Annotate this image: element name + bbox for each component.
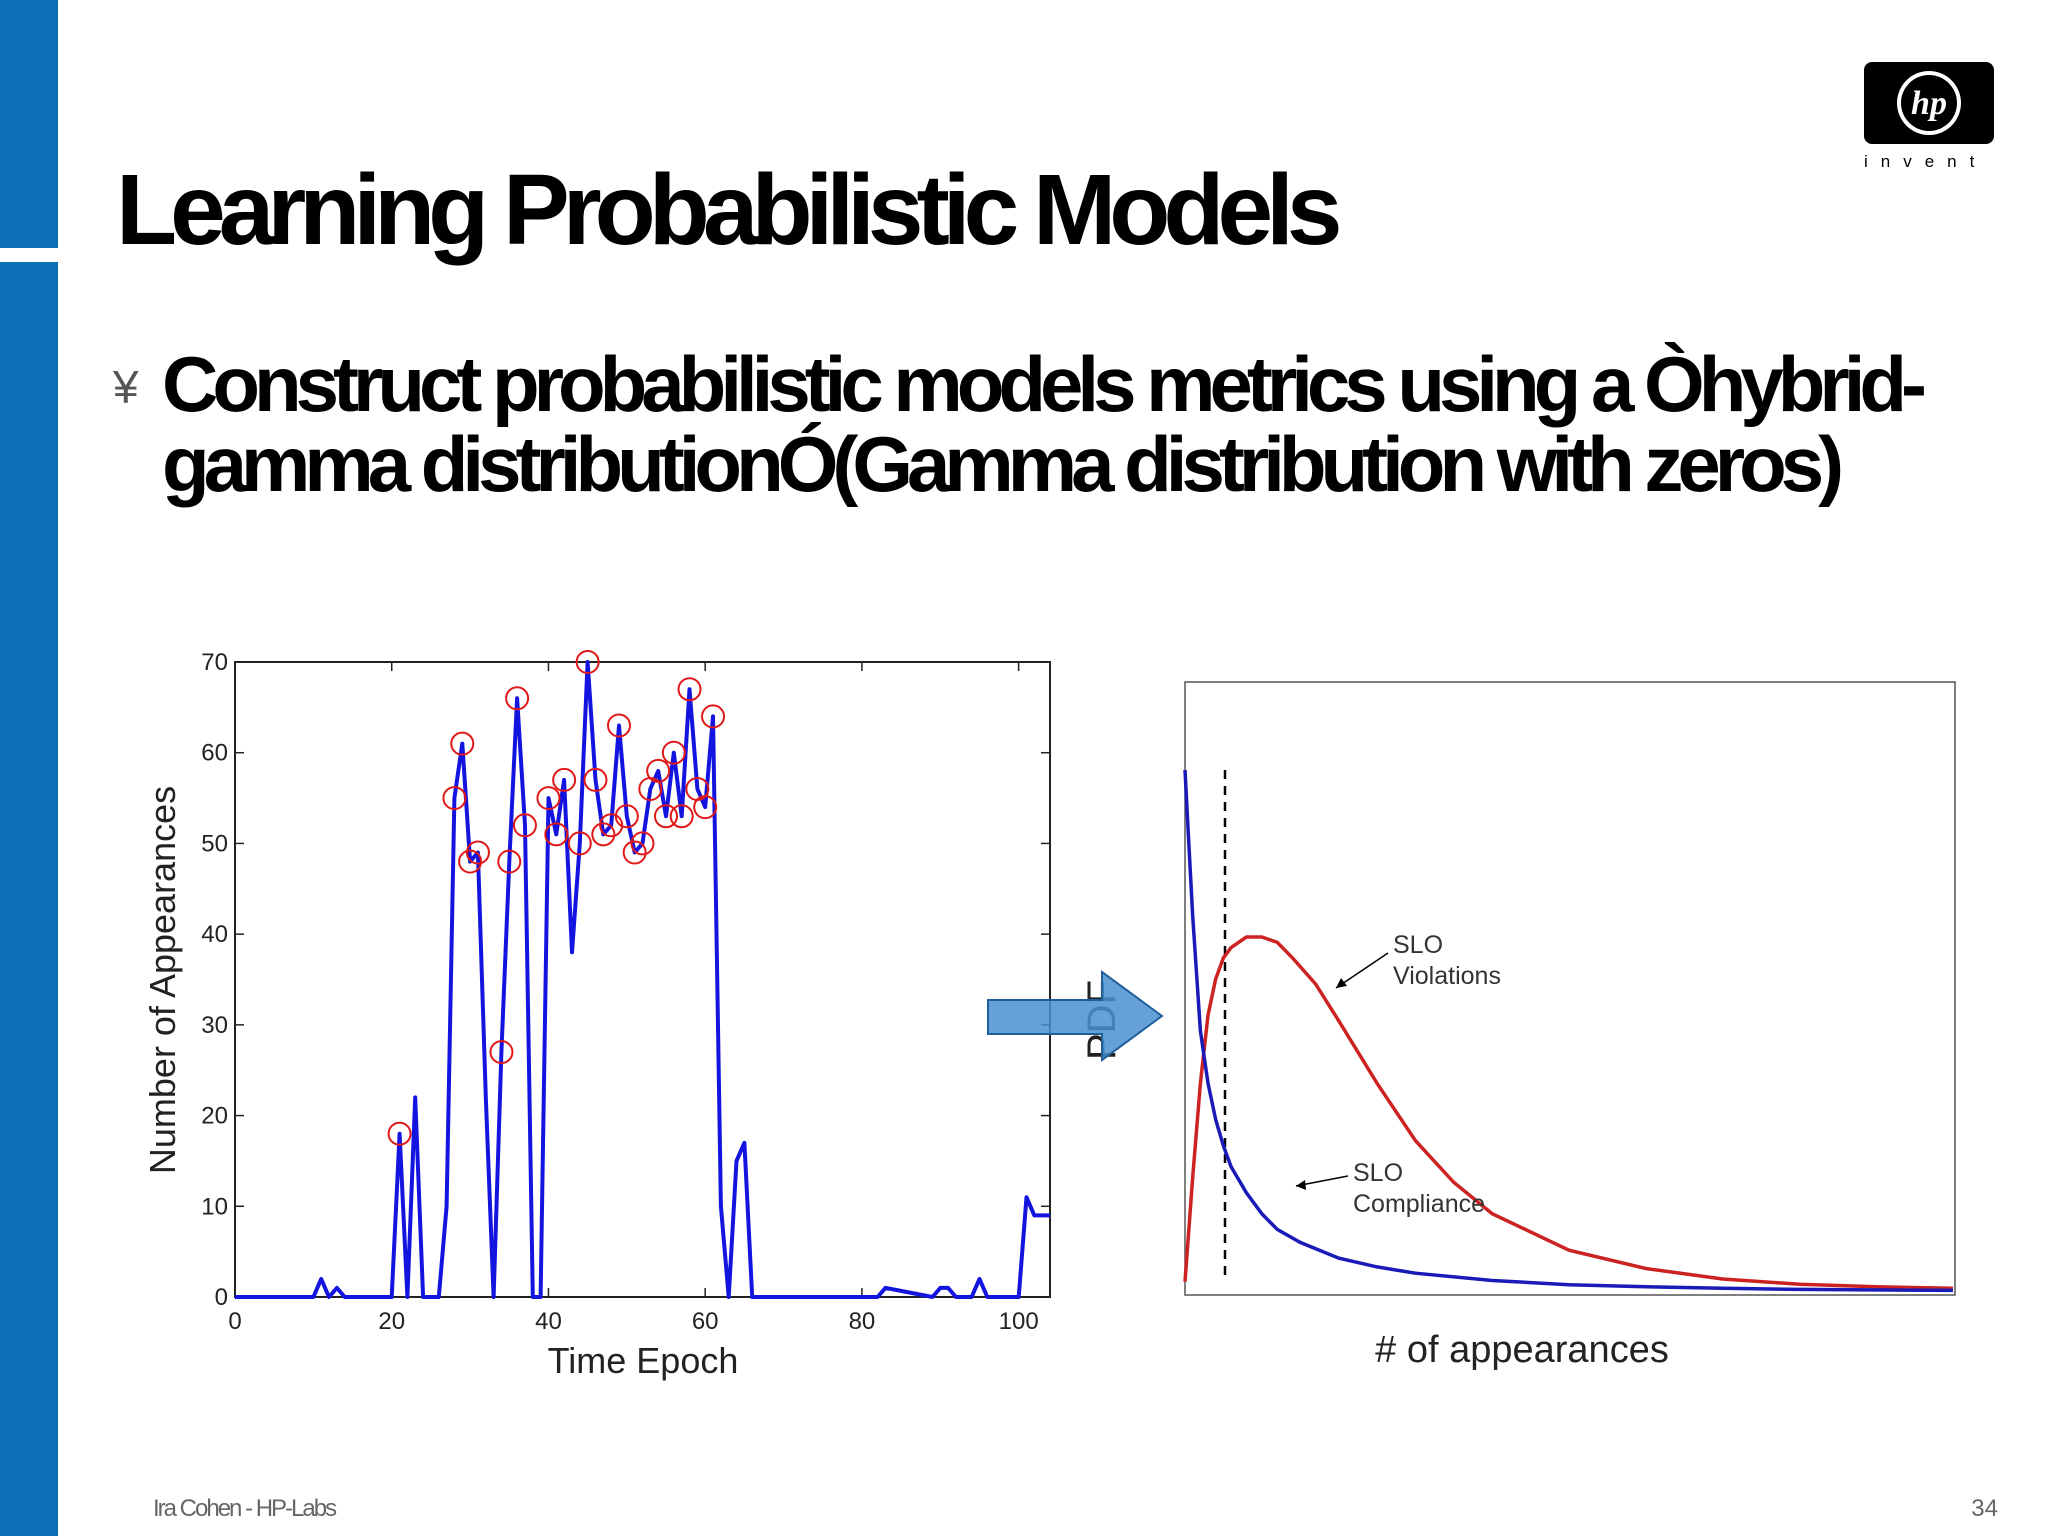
violations-label-line2: Violations (1393, 962, 1501, 990)
bullet-marker: ¥ (113, 361, 139, 413)
data-point-marker (465, 840, 490, 865)
hp-logo-tagline: invent (1864, 152, 1988, 171)
left-y-axis-title: Number of Appearances (142, 786, 183, 1174)
data-point-marker (669, 804, 694, 829)
y-tick-label: 10 (201, 1193, 228, 1220)
x-tick-label: 40 (535, 1308, 562, 1335)
data-point-marker (497, 849, 522, 874)
data-point-marker (442, 786, 467, 811)
data-point-marker (536, 786, 561, 811)
data-point-marker (622, 840, 647, 865)
page-number: 34 (1971, 1495, 1998, 1522)
y-tick-label: 70 (201, 649, 228, 676)
x-tick-label: 0 (228, 1308, 241, 1335)
violations-label-line1: SLO (1393, 931, 1443, 959)
svg-text:hp: hp (1911, 85, 1947, 122)
y-tick-label: 40 (201, 921, 228, 948)
data-point-marker (661, 740, 686, 765)
data-point-marker (552, 767, 577, 792)
compliance-pointer-head (1296, 1180, 1306, 1190)
appearances-series-line (235, 660, 1050, 1299)
data-point-marker (575, 650, 600, 674)
data-point-marker (505, 686, 530, 711)
y-tick-label: 50 (201, 830, 228, 857)
left-x-axis-title: Time Epoch (548, 1340, 739, 1381)
left-axis-ticks: 0 20 40 60 80 100 0 10 20 30 40 50 60 70 (201, 649, 1050, 1335)
data-point-marker (677, 677, 702, 702)
violations-pointer (1335, 952, 1389, 989)
transition-arrow (987, 970, 1164, 1062)
data-point-marker (512, 813, 537, 838)
x-tick-label: 80 (849, 1308, 876, 1335)
hp-logo: hp invent (1862, 60, 2010, 172)
bullet-text: Construct probabilistic models metrics u… (162, 340, 1927, 508)
x-tick-label: 20 (378, 1308, 405, 1335)
data-point-marker (693, 795, 718, 820)
data-point-marker (567, 831, 592, 856)
data-point-marker (646, 758, 671, 783)
x-tick-label: 60 (692, 1308, 719, 1335)
hp-logo-mark: hp (1864, 62, 1994, 144)
left-plot-frame (234, 661, 1051, 1298)
x-tick-label: 100 (999, 1308, 1039, 1335)
slo-violations-curve (1183, 935, 1954, 1291)
right-x-axis-title: # of appearances (1375, 1329, 1669, 1371)
data-point-marker (630, 831, 655, 856)
data-point-marker (606, 713, 631, 738)
data-point-marker (387, 1121, 412, 1146)
y-tick-label: 20 (201, 1103, 228, 1130)
y-tick-label: 0 (215, 1284, 228, 1311)
y-tick-label: 60 (201, 740, 228, 767)
data-point-marker (458, 849, 483, 874)
compliance-label-line1: SLO (1353, 1159, 1403, 1187)
violations-pointer-head (1336, 978, 1347, 988)
compliance-label-line2: Compliance (1353, 1190, 1485, 1218)
right-plot-frame (1184, 681, 1956, 1296)
slide-title: Learning Probabilistic Models (116, 154, 1342, 266)
data-point-marker (614, 804, 639, 829)
data-point-marker (701, 704, 726, 729)
sidebar-accent-bar (0, 0, 58, 248)
y-tick-label: 30 (201, 1012, 228, 1039)
series-markers (387, 650, 726, 1146)
data-point-marker (489, 1040, 514, 1065)
data-point-marker (450, 731, 475, 756)
slo-compliance-curve (1183, 769, 1954, 1293)
data-point-marker (591, 822, 616, 847)
data-point-marker (544, 822, 569, 847)
data-point-marker (583, 767, 608, 792)
data-point-marker (654, 804, 679, 829)
footer-author: Ira Cohen - HP-Labs (153, 1495, 337, 1522)
sidebar-bar (0, 262, 58, 1536)
